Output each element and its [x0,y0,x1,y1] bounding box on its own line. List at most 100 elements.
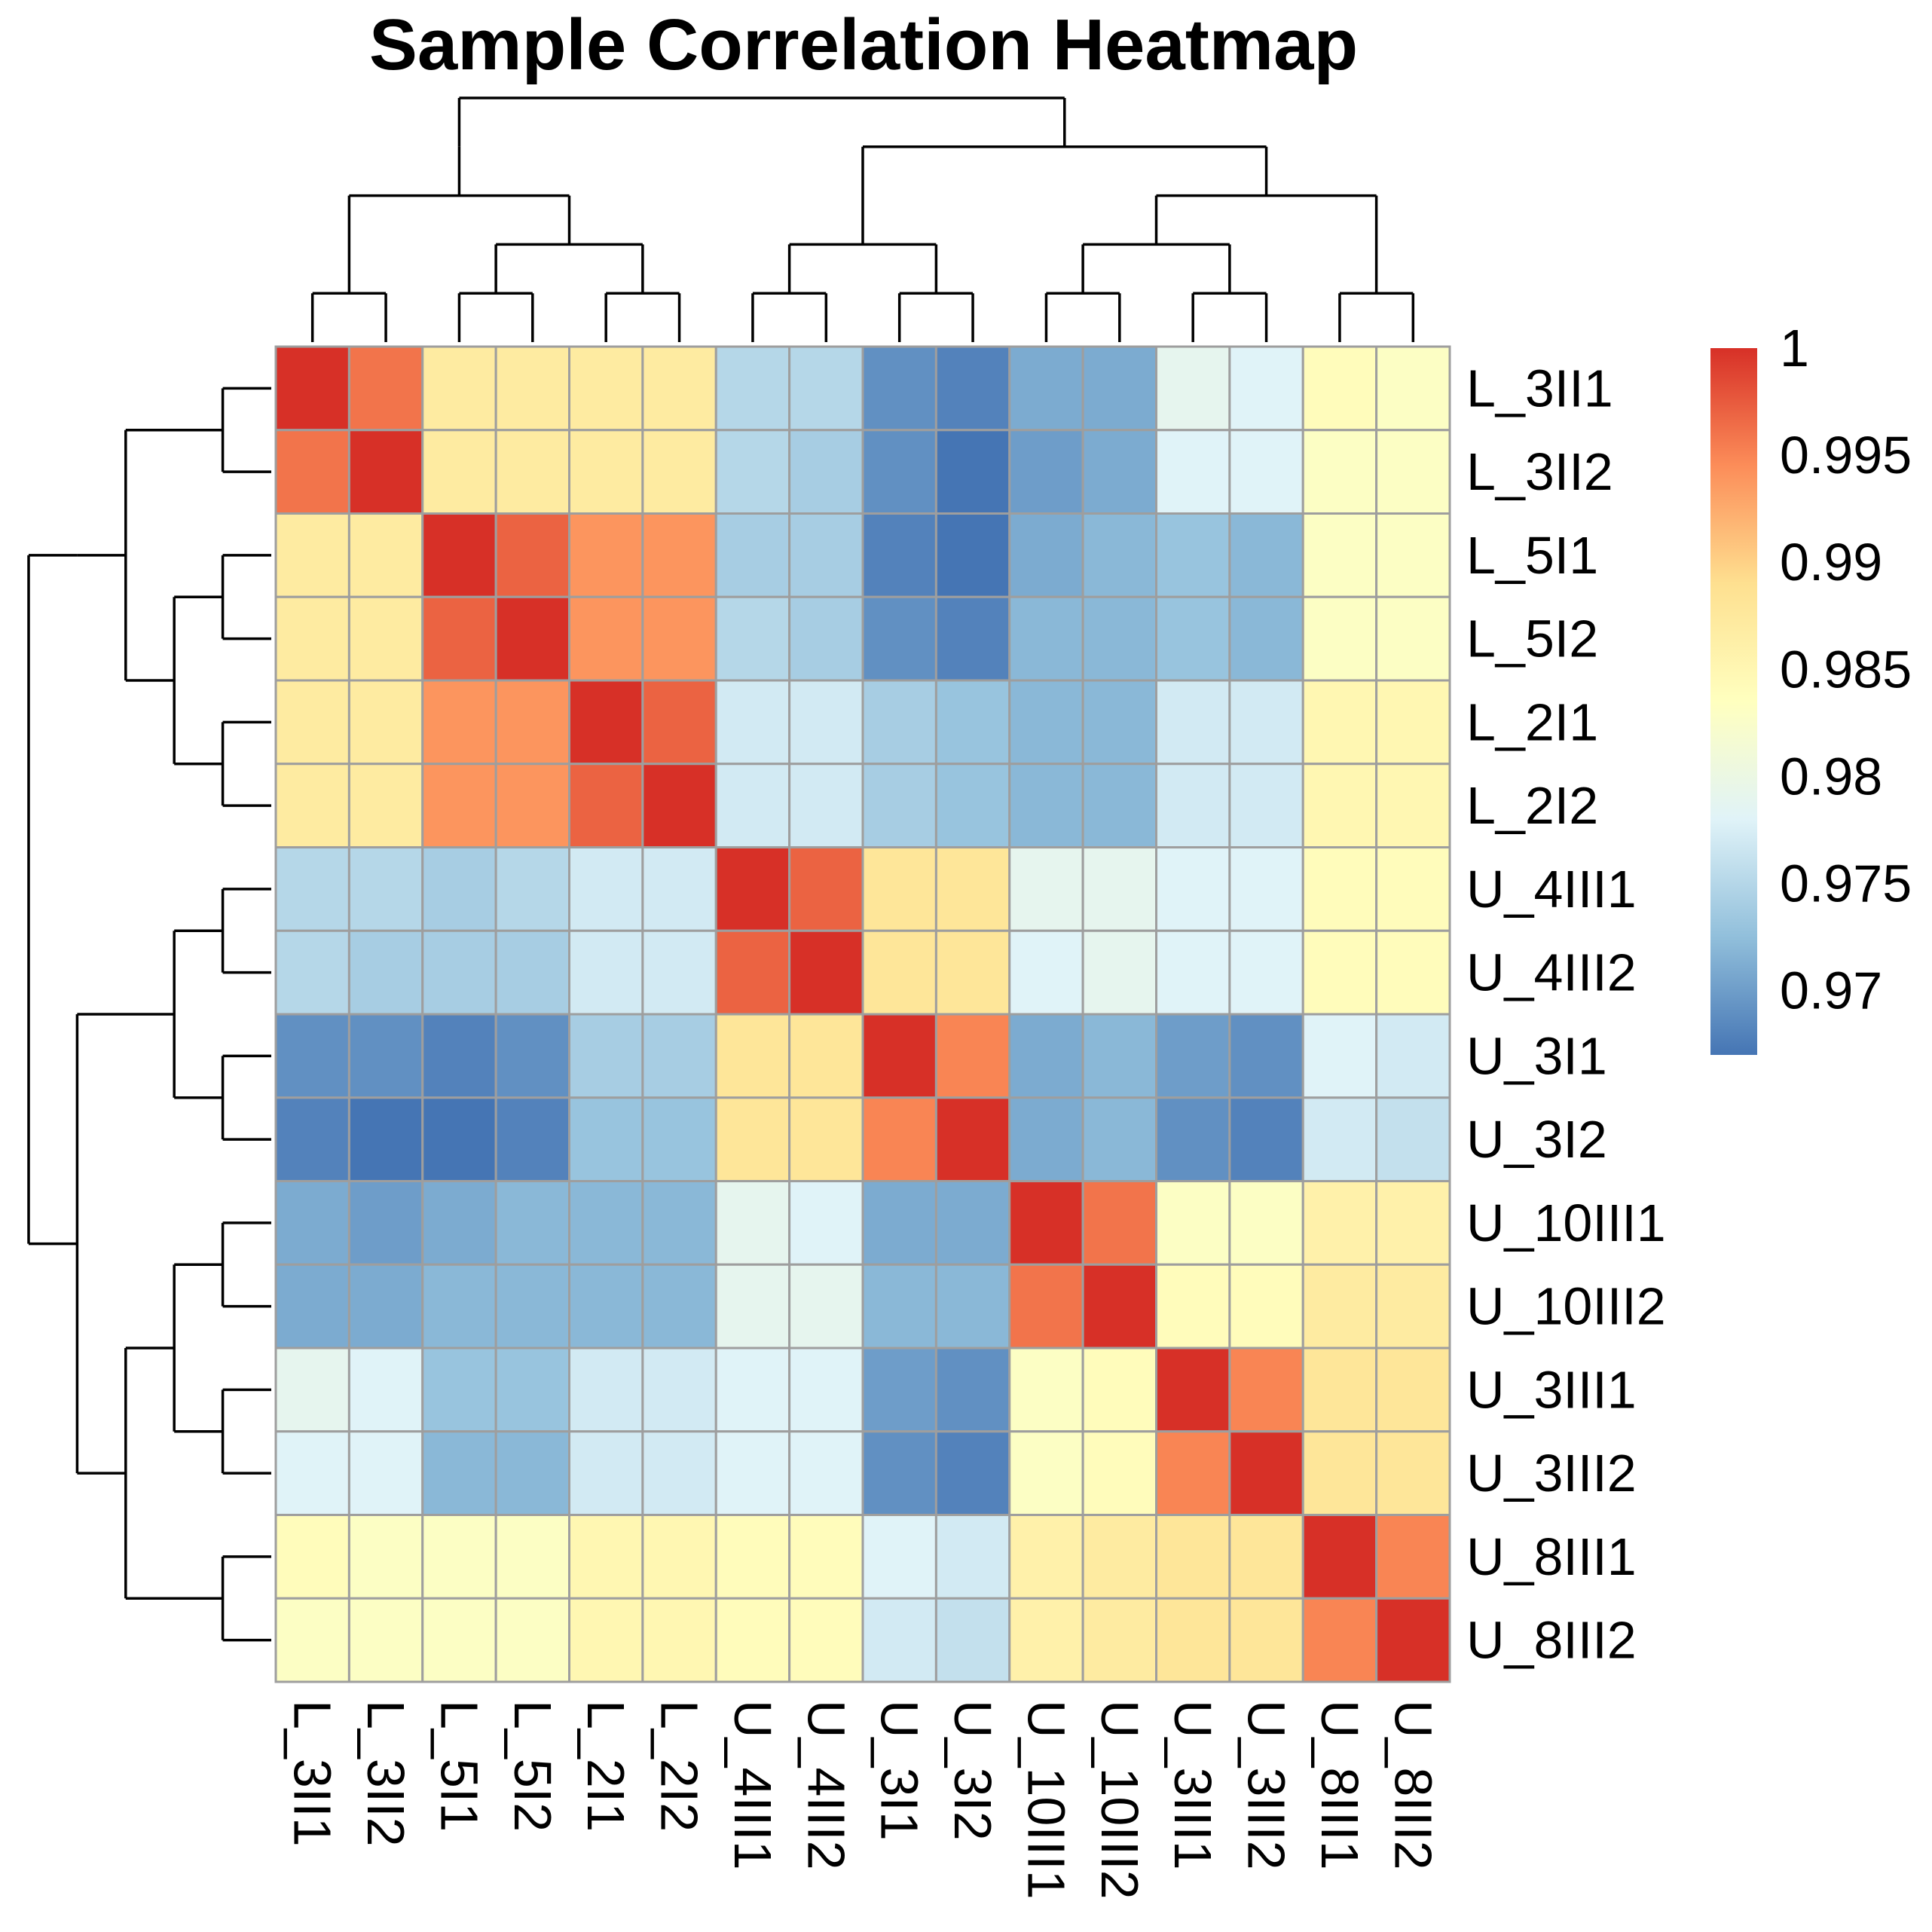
heatmap-cell [861,1180,937,1266]
heatmap-cell [1228,846,1304,932]
heatmap-cell [421,1180,497,1266]
heatmap-cell [1228,345,1304,432]
heatmap-cell [934,763,1011,848]
heatmap-cell [861,1263,937,1350]
heatmap-cell [568,1347,644,1433]
column-label: L_2I1 [576,1700,635,1832]
heatmap-cell [494,1514,570,1600]
heatmap-cell [934,1013,1011,1099]
heatmap-cell [274,1430,350,1516]
heatmap-cell [1008,679,1084,766]
heatmap-cell [788,595,864,682]
heatmap-cell [494,512,570,598]
heatmap-cell [1081,512,1157,598]
heatmap-cell [861,679,937,766]
heatmap-cell [347,929,424,1016]
heatmap-cell [1155,345,1231,432]
heatmap-cell [934,1430,1011,1516]
heatmap-cell [641,429,717,515]
heatmap-cell [641,929,717,1016]
heatmap-cell [641,1096,717,1182]
heatmap-cell [641,512,717,598]
heatmap-cell [1375,595,1451,682]
heatmap-cell [714,512,791,598]
heatmap-cell [1301,595,1378,682]
heatmap-cell [1228,429,1304,515]
heatmap-cell [1375,1514,1451,1600]
heatmap-cell [641,679,717,766]
heatmap-cell [568,679,644,766]
heatmap-cell [568,1096,644,1182]
heatmap-cell [714,1096,791,1182]
heatmap-cell [347,1013,424,1099]
heatmap-cell [1155,1514,1231,1600]
heatmap-cell [1301,512,1378,598]
heatmap-cell [714,1180,791,1266]
heatmap-cell [788,1263,864,1350]
heatmap-cell [1081,1430,1157,1516]
heatmap-cell [641,1514,717,1600]
heatmap-cell [347,1514,424,1600]
heatmap-cell [788,929,864,1016]
column-label: L_2I2 [650,1700,709,1832]
heatmap-cell [274,512,350,598]
heatmap-cell [1301,763,1378,848]
heatmap-cell [1301,1347,1378,1433]
heatmap-cell [1081,1013,1157,1099]
heatmap-cell [1301,1013,1378,1099]
heatmap-cell [274,929,350,1016]
heatmap-cell [494,1096,570,1182]
heatmap-cell [788,345,864,432]
heatmap-cell [714,1597,791,1683]
heatmap-cell [934,595,1011,682]
heatmap-cell [568,929,644,1016]
row-label: L_3II1 [1466,359,1613,417]
heatmap-cell [1008,595,1084,682]
heatmap-cell [1228,1514,1304,1600]
column-label: U_8III2 [1383,1700,1442,1870]
heatmap-cell [1081,595,1157,682]
heatmap-cell [494,846,570,932]
heatmap-cell [1228,512,1304,598]
heatmap-cell [421,1096,497,1182]
heatmap-cell [347,512,424,598]
heatmap-cell [1155,512,1231,598]
heatmap-cell [714,763,791,848]
row-label: U_4III1 [1466,860,1637,919]
row-label: U_3I2 [1466,1110,1607,1169]
heatmap-cell [788,846,864,932]
heatmap-cell [568,763,644,848]
heatmap-cell [568,512,644,598]
row-label: U_10III1 [1466,1194,1666,1252]
heatmap-cell [934,929,1011,1016]
heatmap-cell [274,345,350,432]
row-label: U_8III2 [1466,1611,1637,1670]
color-legend: 1 0.995 0.99 0.985 0.98 0.975 0.97 [1710,319,1912,1055]
column-labels: L_3II1 L_3II2 L_5I1 L_5I2 L_2I1 L_2I2 U_4III1 U… [283,1700,1443,1900]
row-label: L_5I2 [1466,610,1598,668]
heatmap-cell [421,1347,497,1433]
heatmap-cell [1228,1013,1304,1099]
heatmap-cell [641,595,717,682]
heatmap-cell [1081,1347,1157,1433]
heatmap-cell [1228,595,1304,682]
heatmap-cell [934,1263,1011,1350]
heatmap-cell [714,846,791,932]
column-label: U_10III1 [1016,1700,1075,1900]
heatmap-cell [861,429,937,515]
heatmap-cell [934,512,1011,598]
heatmap-cell [1375,929,1451,1016]
heatmap-cell [1155,1263,1231,1350]
heatmap-cell [1081,679,1157,766]
row-label: U_8III1 [1466,1527,1637,1586]
heatmap-cell [861,1013,937,1099]
heatmap-cell [421,929,497,1016]
heatmap-cell [714,1430,791,1516]
heatmap-cell [494,595,570,682]
heatmap-cell [568,1013,644,1099]
heatmap-cell [494,679,570,766]
heatmap-cell [1301,1096,1378,1182]
heatmap-cell [861,1347,937,1433]
heatmap-cell [934,1347,1011,1433]
heatmap-cell [1008,512,1084,598]
